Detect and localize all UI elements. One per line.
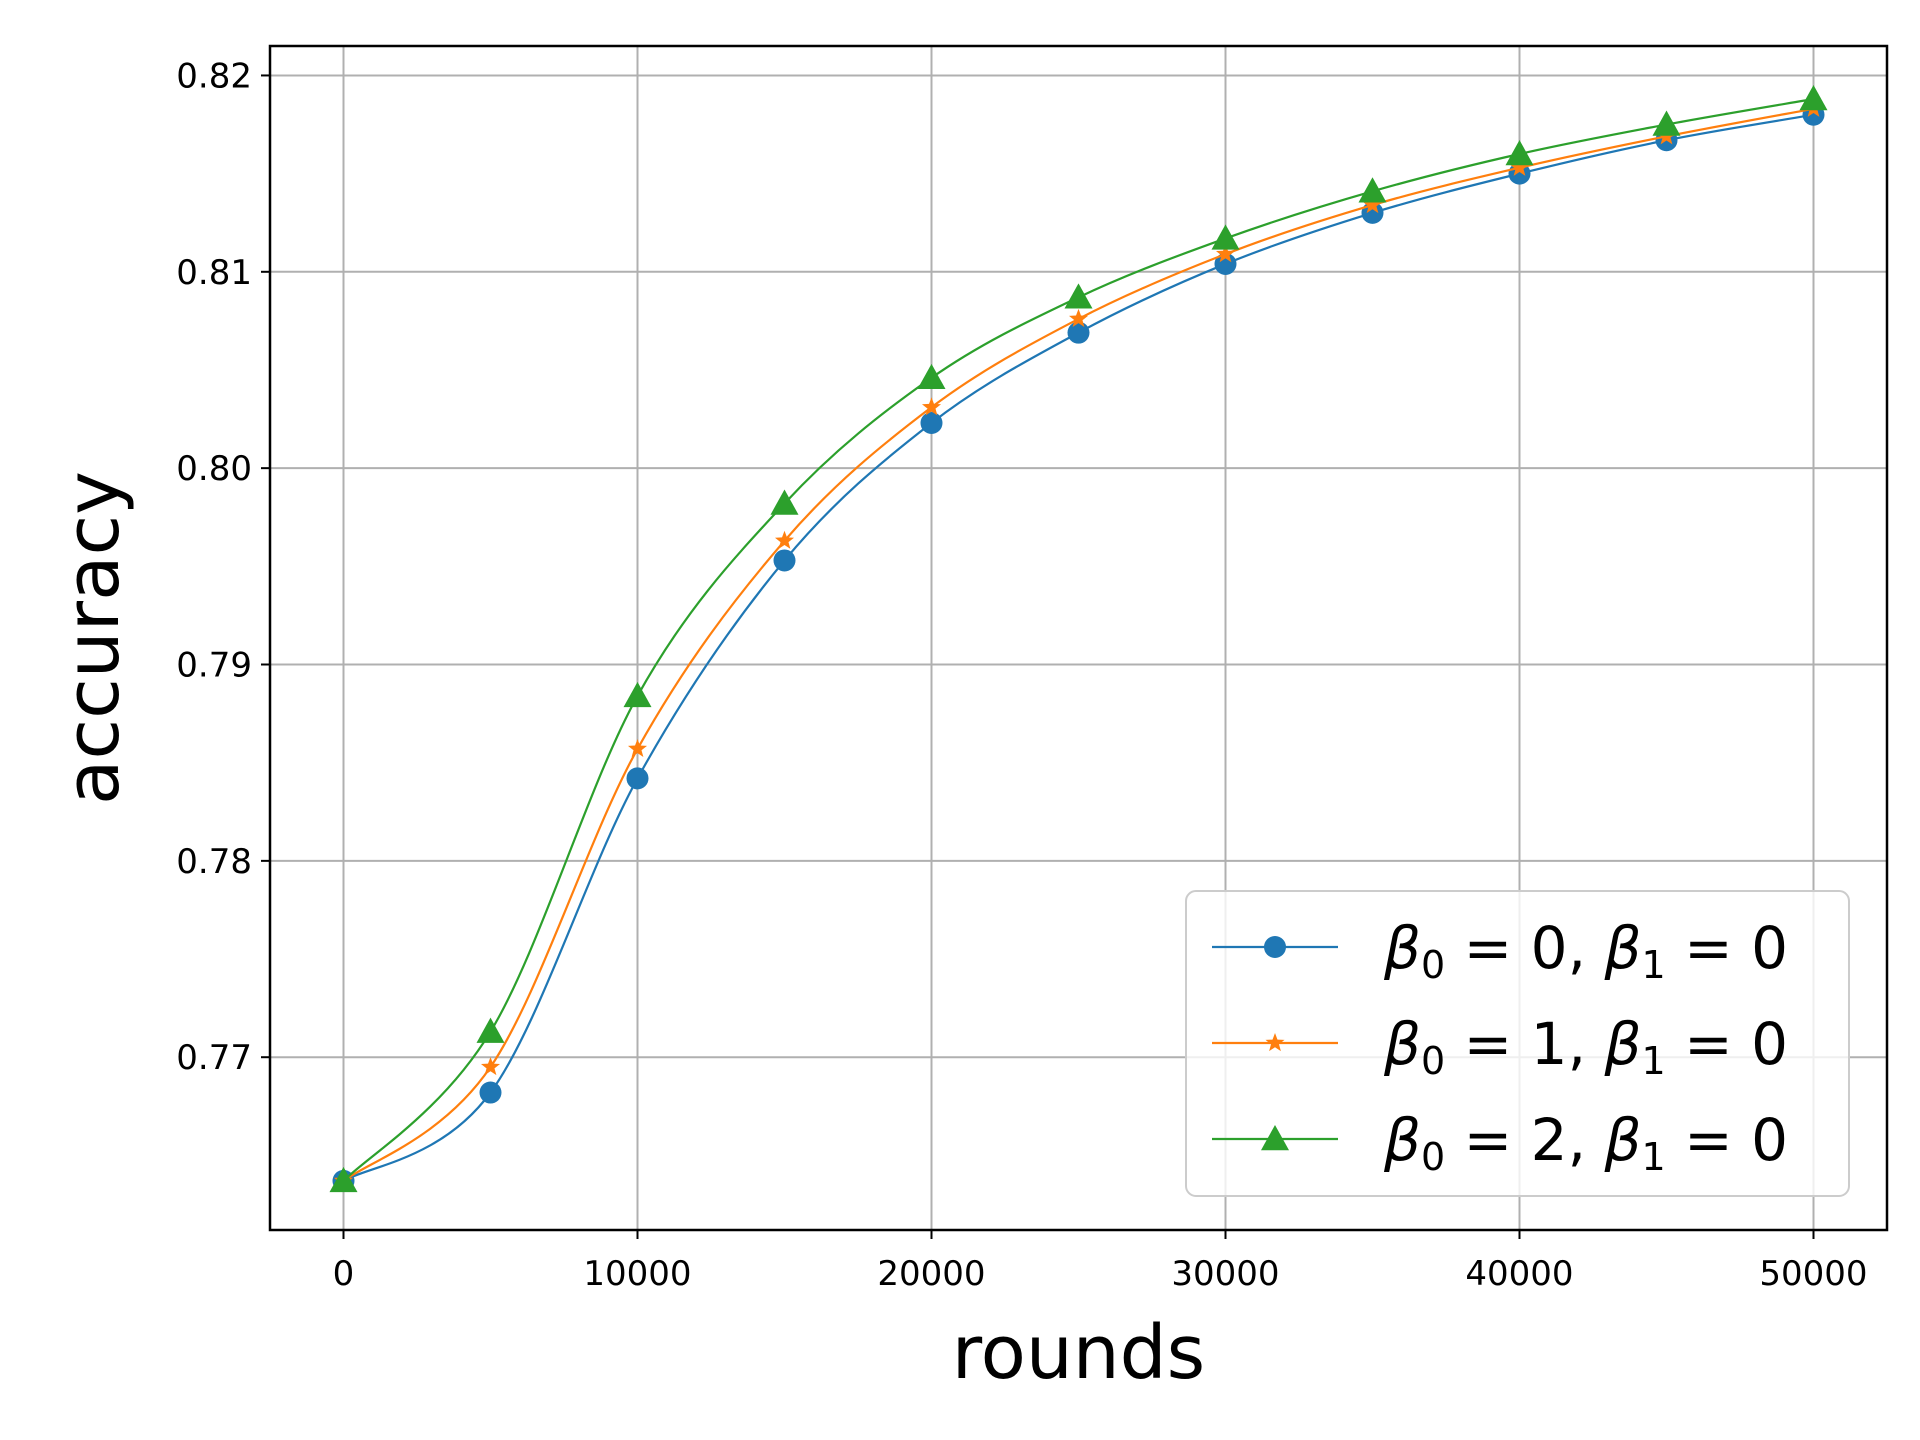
data-point: [1509, 157, 1530, 176]
data-point: [774, 530, 795, 549]
data-point: [920, 411, 943, 434]
legend-item: β0 = 1, β1 = 0: [1212, 1010, 1788, 1083]
y-tick-label: 0.79: [176, 646, 252, 686]
x-tick-label: 40000: [1465, 1254, 1573, 1294]
y-tick-label: 0.82: [176, 56, 252, 96]
legend-marker: [1265, 1033, 1285, 1052]
series-2: [329, 85, 1828, 1193]
legend-label: β0 = 2, β1 = 0: [1383, 1106, 1788, 1179]
legend-box: [1185, 890, 1850, 1197]
data-point: [1215, 244, 1236, 263]
legend-item: β0 = 0, β1 = 0: [1212, 914, 1788, 987]
y-tick-label: 0.81: [176, 253, 252, 293]
data-point: [917, 363, 946, 390]
legend-item: β0 = 2, β1 = 0: [1212, 1106, 1788, 1179]
grid-lines: [270, 46, 1887, 1230]
data-point: [1362, 195, 1383, 214]
data-point: [1652, 110, 1681, 136]
plot-frame: [268, 44, 1889, 1232]
data-point: [921, 397, 942, 416]
y-tick-label: 0.80: [176, 449, 252, 489]
y-tick-label: 0.77: [176, 1038, 252, 1078]
legend-marker: [1264, 936, 1286, 958]
legend-label: β0 = 0, β1 = 0: [1383, 914, 1788, 987]
data-point: [1067, 321, 1090, 344]
data-point: [479, 1081, 502, 1104]
data-point: [329, 1166, 358, 1193]
x-tick-label: 20000: [877, 1254, 985, 1294]
data-point: [1214, 252, 1237, 275]
data-point: [1064, 283, 1093, 309]
x-tick-label: 50000: [1759, 1254, 1867, 1294]
data-point: [773, 549, 796, 572]
legend: β0 = 0, β1 = 0 β0 = 1, β1 = 0 β0 = 2, β1 =…: [1185, 890, 1850, 1197]
data-point: [476, 1017, 505, 1043]
data-point: [480, 1057, 501, 1076]
data-point: [1068, 308, 1089, 328]
data-point: [770, 489, 799, 515]
x-axis-label: rounds: [952, 1310, 1205, 1396]
data-point: [1358, 177, 1387, 203]
legend-label: β0 = 1, β1 = 0: [1383, 1010, 1788, 1083]
data-point: [1799, 85, 1828, 111]
series-line: [342, 97, 1814, 1182]
data-point: [623, 681, 652, 708]
x-tick-label: 0: [333, 1254, 355, 1294]
x-tick-label: 30000: [1171, 1254, 1279, 1294]
axis-ticks: 0 10000 20000 30000 40000 50000 0.77 0.78 0.79 0.…: [176, 56, 1867, 1294]
series-lines: [329, 85, 1828, 1193]
x-tick-label: 10000: [583, 1254, 691, 1294]
y-axis-label: accuracy: [50, 471, 136, 805]
data-point: [1211, 224, 1240, 250]
series-line: [342, 113, 1814, 1182]
y-tick-label: 0.78: [176, 842, 252, 882]
data-point: [627, 738, 648, 758]
data-point: [1505, 139, 1534, 166]
legend-marker: [1261, 1125, 1289, 1151]
series-line: [342, 107, 1814, 1182]
data-point: [626, 767, 649, 790]
